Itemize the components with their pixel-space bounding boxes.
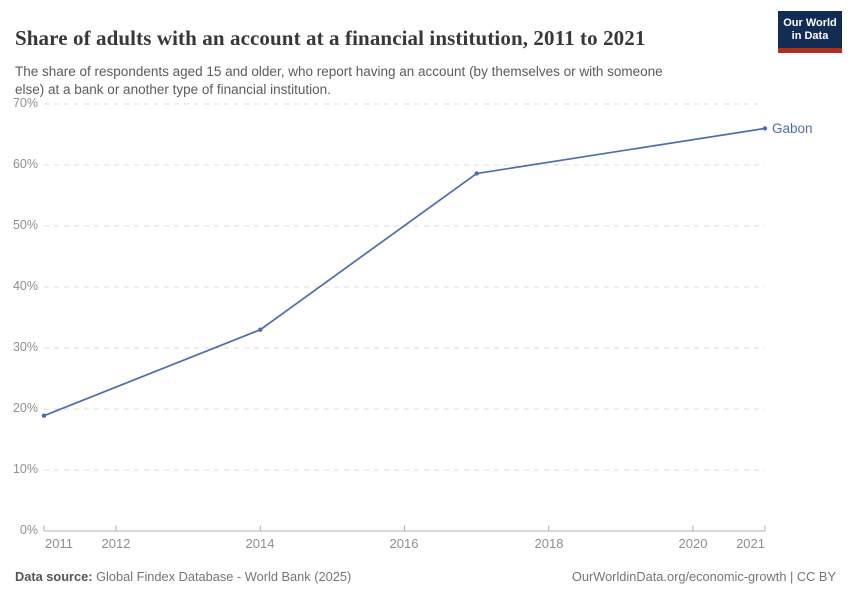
data-point[interactable] [474, 171, 479, 176]
x-tick-label: 2016 [389, 536, 419, 551]
owid-logo-line1: Our World [783, 17, 837, 29]
y-tick-label: 60% [12, 157, 38, 171]
owid-logo-line2: in Data [791, 30, 829, 42]
data-point[interactable] [41, 413, 47, 418]
y-tick-label: 30% [12, 340, 38, 354]
x-tick-label: 2014 [245, 536, 275, 551]
data-point[interactable] [258, 327, 263, 332]
y-tick-label: 10% [12, 462, 38, 476]
x-tick-label: 2020 [678, 536, 708, 551]
owid-citation-link[interactable]: OurWorldinData.org/economic-growth | CC … [571, 569, 836, 584]
x-tick-label: 2011 [45, 536, 73, 551]
y-tick-label: 40% [12, 279, 38, 293]
data-point[interactable] [762, 126, 768, 131]
x-tick-label: 2021 [736, 536, 765, 551]
series-label-gabon: Gabon [772, 121, 813, 136]
line-series-gabon[interactable] [43, 127, 766, 417]
y-tick-label: 20% [12, 401, 38, 415]
x-tick-label: 2018 [534, 536, 564, 551]
page-title: Share of adults with an account at a fin… [15, 26, 646, 51]
y-tick-label: 0% [19, 523, 38, 537]
data-source: Data source: Global Findex Database - Wo… [15, 569, 351, 584]
y-tick-label: 70% [12, 96, 38, 110]
data-source-value: Global Findex Database - World Bank (202… [92, 569, 352, 584]
chart-subtitle: The share of respondents aged 15 and old… [15, 63, 663, 97]
y-tick-label: 50% [12, 218, 38, 232]
x-tick-label: 2012 [101, 536, 131, 551]
chart-footer: Data source: Global Findex Database - Wo… [15, 569, 836, 584]
data-source-label: Data source: [15, 569, 93, 584]
owid-logo[interactable]: Our World in Data [778, 11, 842, 53]
